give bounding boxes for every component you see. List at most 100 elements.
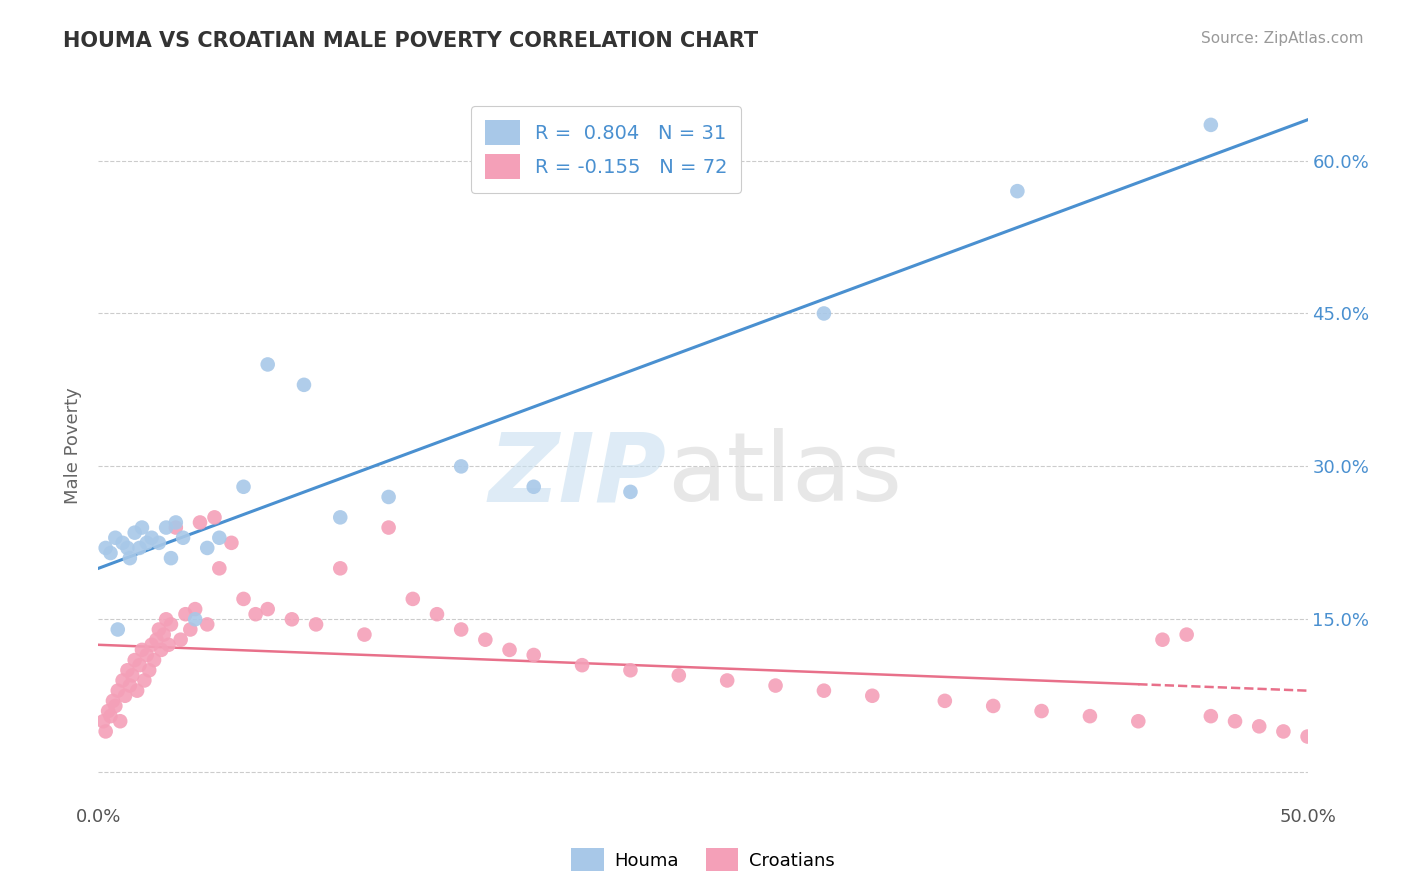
- Point: [1249, 719, 1271, 733]
- Point: [174, 607, 197, 622]
- Point: [143, 653, 166, 667]
- Point: [1272, 724, 1295, 739]
- Point: [498, 643, 520, 657]
- Legend: Houma, Croatians: Houma, Croatians: [564, 841, 842, 879]
- Point: [157, 638, 180, 652]
- Point: [138, 663, 160, 677]
- Point: [195, 541, 218, 555]
- Point: [329, 561, 352, 575]
- Point: [104, 531, 127, 545]
- Point: [934, 694, 956, 708]
- Point: [155, 520, 177, 534]
- Point: [353, 627, 375, 641]
- Point: [305, 617, 328, 632]
- Point: [426, 607, 449, 622]
- Point: [131, 520, 153, 534]
- Point: [571, 658, 593, 673]
- Point: [108, 714, 131, 729]
- Point: [450, 623, 472, 637]
- Point: [619, 663, 641, 677]
- Point: [118, 551, 141, 566]
- Point: [329, 510, 352, 524]
- Point: [169, 632, 191, 647]
- Point: [668, 668, 690, 682]
- Point: [208, 561, 231, 575]
- Point: [221, 536, 243, 550]
- Point: [148, 623, 170, 637]
- Point: [184, 612, 207, 626]
- Point: [245, 607, 267, 622]
- Point: [402, 591, 425, 606]
- Text: atlas: atlas: [666, 428, 901, 521]
- Point: [523, 480, 546, 494]
- Point: [450, 459, 472, 474]
- Point: [135, 536, 157, 550]
- Point: [124, 653, 146, 667]
- Point: [377, 520, 399, 534]
- Point: [111, 673, 134, 688]
- Point: [107, 683, 129, 698]
- Point: [121, 668, 143, 682]
- Point: [152, 627, 174, 641]
- Point: [100, 546, 122, 560]
- Point: [165, 516, 187, 530]
- Point: [1078, 709, 1101, 723]
- Point: [232, 591, 254, 606]
- Point: [256, 358, 278, 372]
- Point: [160, 617, 183, 632]
- Point: [765, 679, 787, 693]
- Point: [111, 536, 134, 550]
- Point: [204, 510, 226, 524]
- Point: [114, 689, 136, 703]
- Point: [124, 525, 146, 540]
- Point: [1199, 709, 1222, 723]
- Point: [145, 632, 167, 647]
- Point: [94, 541, 117, 555]
- Point: [118, 679, 141, 693]
- Point: [474, 632, 496, 647]
- Point: [150, 643, 173, 657]
- Point: [100, 709, 122, 723]
- Point: [1199, 118, 1222, 132]
- Point: [256, 602, 278, 616]
- Point: [155, 612, 177, 626]
- Point: [128, 658, 150, 673]
- Point: [1296, 730, 1319, 744]
- Point: [716, 673, 738, 688]
- Point: [195, 617, 218, 632]
- Point: [188, 516, 211, 530]
- Point: [128, 541, 150, 555]
- Point: [97, 704, 120, 718]
- Point: [1031, 704, 1053, 718]
- Point: [135, 648, 157, 662]
- Point: [184, 602, 207, 616]
- Point: [232, 480, 254, 494]
- Text: Source: ZipAtlas.com: Source: ZipAtlas.com: [1201, 31, 1364, 46]
- Point: [377, 490, 399, 504]
- Point: [117, 663, 139, 677]
- Point: [117, 541, 139, 555]
- Point: [131, 643, 153, 657]
- Point: [1175, 627, 1198, 641]
- Point: [619, 484, 641, 499]
- Text: ZIP: ZIP: [489, 428, 666, 521]
- Point: [1152, 632, 1174, 647]
- Point: [104, 698, 127, 713]
- Point: [141, 531, 163, 545]
- Point: [172, 531, 194, 545]
- Point: [1128, 714, 1150, 729]
- Point: [813, 306, 835, 320]
- Point: [165, 520, 187, 534]
- Point: [813, 683, 835, 698]
- Point: [127, 683, 149, 698]
- Point: [107, 623, 129, 637]
- Point: [281, 612, 304, 626]
- Point: [208, 531, 231, 545]
- Point: [1223, 714, 1246, 729]
- Point: [292, 377, 315, 392]
- Point: [141, 638, 163, 652]
- Point: [134, 673, 156, 688]
- Text: HOUMA VS CROATIAN MALE POVERTY CORRELATION CHART: HOUMA VS CROATIAN MALE POVERTY CORRELATI…: [63, 31, 758, 51]
- Y-axis label: Male Poverty: Male Poverty: [65, 388, 83, 504]
- Point: [91, 714, 114, 729]
